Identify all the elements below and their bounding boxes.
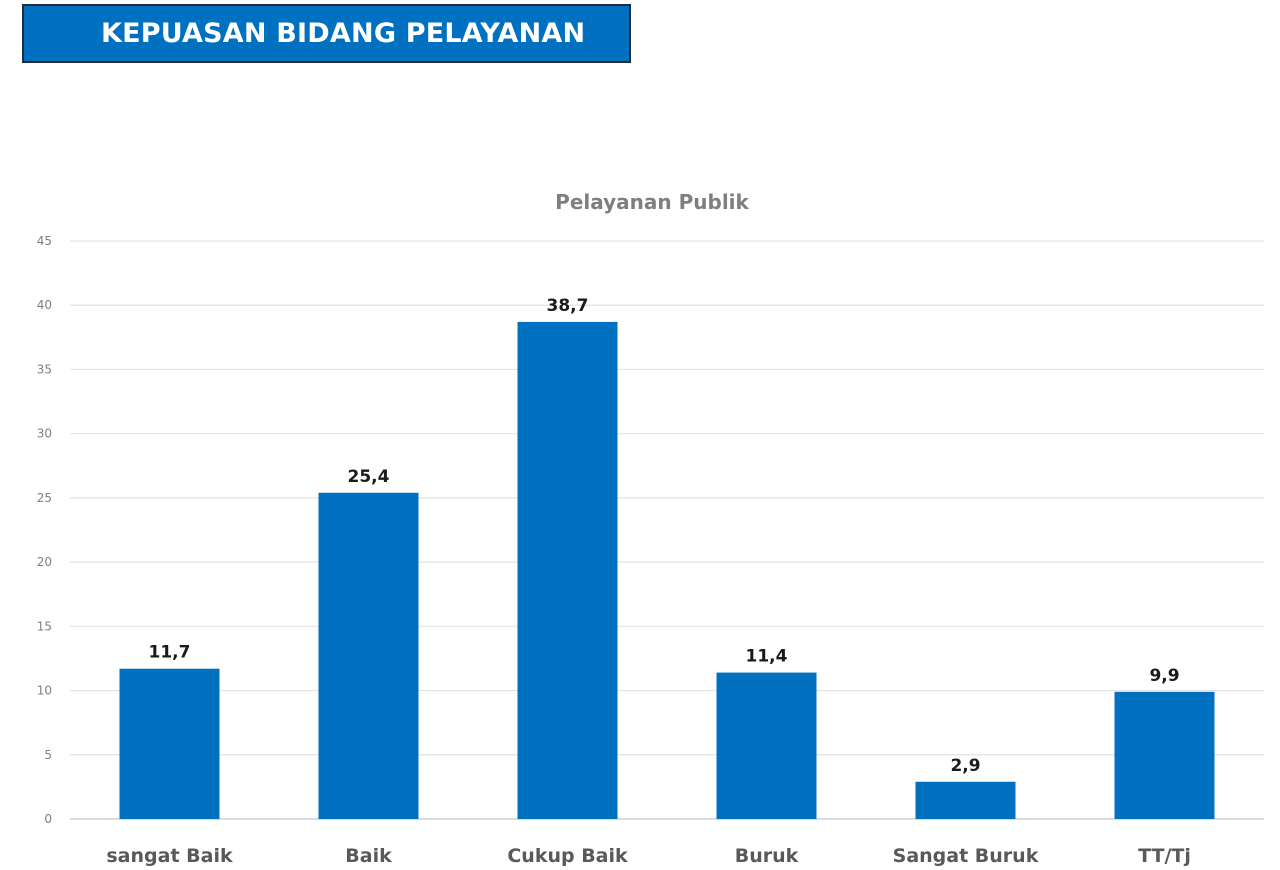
- data-labels: 11,7 25,4 38,7 11,4 2,9 9,9: [149, 296, 1180, 776]
- y-tick-label: 20: [37, 555, 52, 569]
- y-tick-label: 40: [37, 298, 52, 312]
- x-tick-label: Baik: [345, 845, 392, 867]
- x-axis: sangat Baik Baik Cukup Baik Buruk Sangat Bur…: [106, 845, 1191, 867]
- header-banner: KEPUASAN BIDANG PELAYANAN: [22, 4, 631, 63]
- y-tick-label: 35: [37, 362, 52, 376]
- y-tick-label: 45: [37, 234, 52, 248]
- data-label: 2,9: [950, 756, 980, 776]
- y-tick-label: 5: [44, 748, 52, 762]
- data-label: 38,7: [547, 296, 589, 316]
- bar: [1114, 691, 1215, 819]
- y-tick-label: 30: [37, 427, 52, 441]
- y-tick-label: 10: [37, 684, 52, 698]
- x-tick-label: Cukup Baik: [507, 845, 628, 867]
- data-label: 11,7: [149, 643, 191, 663]
- x-tick-label: sangat Baik: [106, 845, 233, 867]
- x-tick-label: TT/Tj: [1138, 845, 1191, 867]
- y-tick-label: 25: [37, 491, 52, 505]
- x-tick-label: Buruk: [735, 845, 799, 867]
- gridlines: [70, 240, 1264, 820]
- bars: [119, 321, 1215, 819]
- bar: [517, 321, 618, 819]
- y-tick-label: 15: [37, 619, 52, 633]
- chart-title: Pelayanan Publik: [555, 190, 749, 214]
- bar: [915, 781, 1016, 819]
- bar: [119, 668, 220, 819]
- bar: [318, 492, 419, 819]
- y-axis: 0 5 10 15 20 25 30 35 40 45: [37, 234, 52, 826]
- data-label: 25,4: [348, 467, 390, 487]
- data-label: 9,9: [1149, 666, 1179, 686]
- x-tick-label: Sangat Buruk: [893, 845, 1039, 867]
- bar: [716, 672, 817, 819]
- header-title: KEPUASAN BIDANG PELAYANAN: [101, 18, 586, 49]
- y-tick-label: 0: [44, 812, 52, 826]
- data-label: 11,4: [746, 647, 788, 667]
